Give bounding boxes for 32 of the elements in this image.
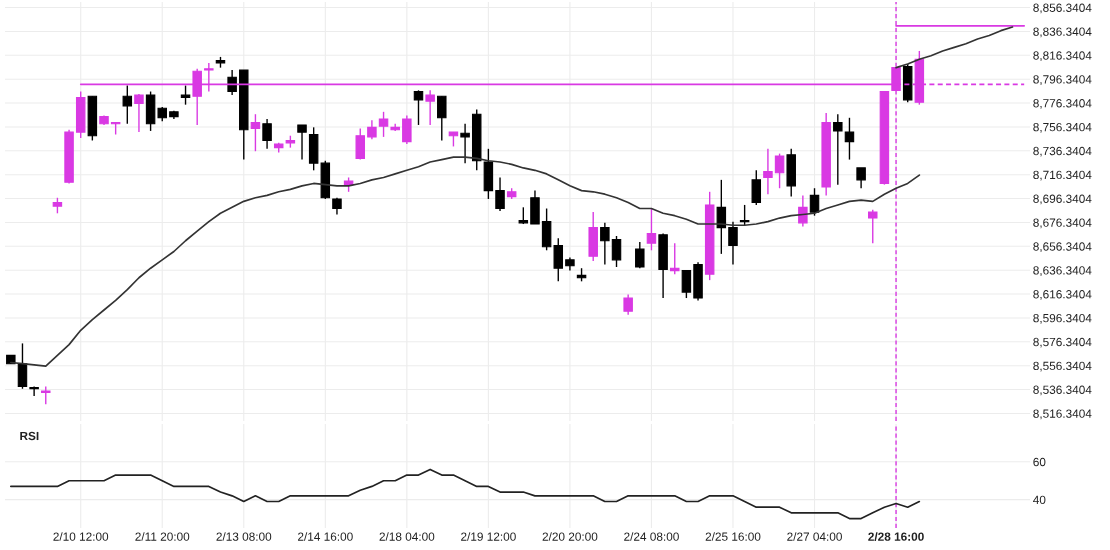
- y-tick-label: 8,796.3404: [1033, 75, 1092, 85]
- y-tick-label: 8,856.3404: [1033, 3, 1092, 14]
- y-tick-label: 8,836.3404: [1033, 27, 1092, 38]
- x-tick-label: 2/27 04:00: [787, 532, 842, 541]
- x-tick-label: 2/18 04:00: [379, 532, 435, 541]
- text: RSI: [20, 431, 39, 441]
- y-tick-label: 8,716.3404: [1033, 170, 1092, 181]
- y-tick-label: 8,776.3404: [1033, 99, 1092, 109]
- x-tick-label: 2/10 12:00: [53, 532, 109, 541]
- x-tick-label: 2/24 08:00: [624, 532, 679, 541]
- x-tick-label: 2/11 20:00: [135, 532, 190, 541]
- y-tick-label: 8,736.3404: [1033, 146, 1092, 157]
- x-tick-label: 2/14 16:00: [298, 532, 353, 541]
- x-tick-label: 2/28 16:00: [868, 532, 924, 541]
- x-tick-label: 2/13 08:00: [216, 532, 272, 541]
- y-tick-label: 8,656.3404: [1033, 242, 1092, 253]
- x-tick-label: 2/20 20:00: [542, 532, 598, 541]
- y-tick-label: 8,636.3404: [1033, 266, 1092, 276]
- y-tick-label: 8,696.3404: [1033, 194, 1092, 205]
- y-tick-label: 8,556.3404: [1033, 361, 1092, 372]
- y-tick-label: 8,756.3404: [1033, 122, 1092, 133]
- x-tick-label: 2/25 16:00: [705, 532, 761, 541]
- y-tick-label: 8,676.3404: [1033, 218, 1092, 229]
- x-tick-label: 2/19 12:00: [461, 532, 516, 541]
- y-tick-label: 40: [1033, 495, 1046, 505]
- y-tick-label: 60: [1033, 457, 1046, 467]
- y-tick-label: 8,616.3404: [1033, 290, 1092, 300]
- y-tick-label: 8,816.3404: [1033, 51, 1092, 62]
- y-tick-label: 8,596.3404: [1033, 313, 1092, 324]
- y-tick-label: 8,516.3404: [1033, 409, 1092, 420]
- y-tick-label: 8,536.3404: [1033, 385, 1092, 396]
- y-tick-label: 8,576.3404: [1033, 337, 1092, 348]
